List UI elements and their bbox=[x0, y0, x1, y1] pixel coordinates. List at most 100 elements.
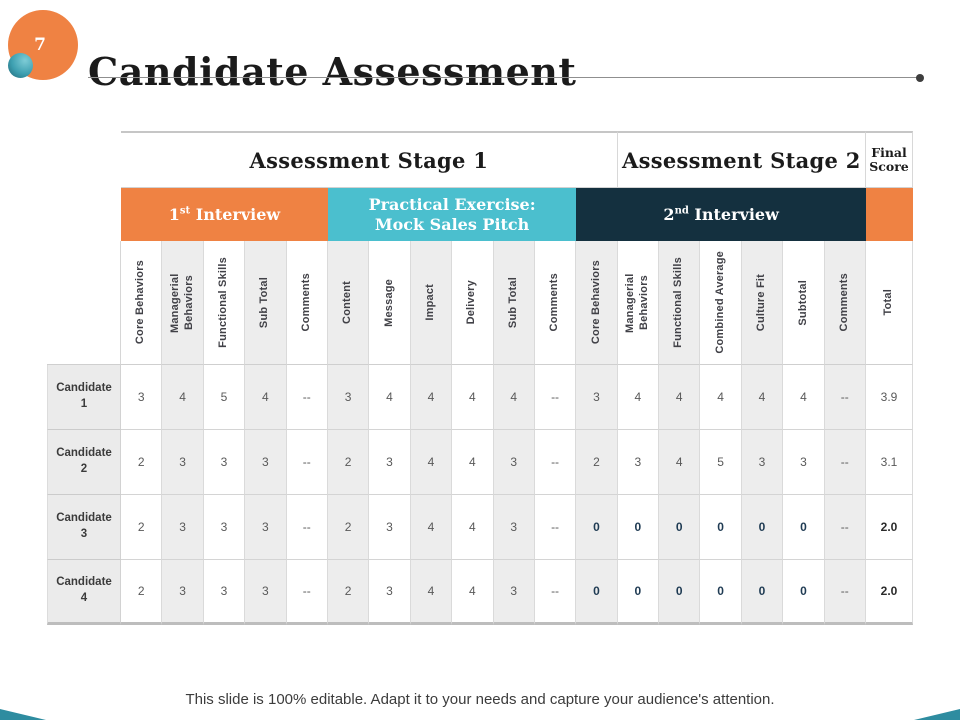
column-header-cell: Functional Skills bbox=[203, 241, 246, 365]
table-cell: 3.1 bbox=[866, 430, 913, 495]
underline-end-dot-icon bbox=[916, 74, 924, 82]
table-cell: 4 bbox=[700, 365, 742, 430]
table-cell: 3 bbox=[576, 365, 618, 430]
candidate-label-text: Candidate 2 bbox=[56, 447, 112, 475]
table-cell: 4 bbox=[369, 365, 411, 430]
column-header-label: Core Behaviors bbox=[589, 260, 602, 345]
table-cell: 3 bbox=[245, 495, 287, 560]
table-cell: 0 bbox=[700, 495, 742, 560]
column-header-cell: Managerial Behaviors bbox=[162, 241, 204, 365]
column-header-cell: Managerial Behaviors bbox=[617, 241, 660, 365]
table-cell: 0 bbox=[700, 560, 742, 625]
stage-header-cell: Final Score bbox=[866, 131, 913, 188]
assessment-table: Assessment Stage 1 Assessment Stage 2 Fina… bbox=[47, 131, 913, 625]
table-cell: 3.9 bbox=[866, 365, 913, 430]
table-cell: -- bbox=[534, 495, 577, 560]
candidate-label-text: Candidate 4 bbox=[56, 576, 112, 604]
column-header-label: Impact bbox=[424, 284, 437, 321]
table-cell: 3 bbox=[203, 430, 246, 495]
table-cell: 3 bbox=[369, 430, 411, 495]
table-cell: -- bbox=[286, 365, 328, 430]
table-cell: 2 bbox=[576, 430, 618, 495]
table-cell: -- bbox=[534, 560, 577, 625]
group-header-band: Practical Exercise: Mock Sales Pitch bbox=[327, 188, 577, 241]
corner-triangle-left-icon bbox=[0, 709, 46, 720]
table-cell: -- bbox=[286, 495, 328, 560]
table-cell: 4 bbox=[452, 365, 494, 430]
candidate-label: Candidate 2 bbox=[47, 430, 121, 495]
table-cell: 0 bbox=[659, 495, 701, 560]
table-cell: 4 bbox=[452, 560, 494, 625]
group-header-label: 1st Interview bbox=[168, 204, 281, 224]
candidate-label: Candidate 1 bbox=[47, 365, 121, 430]
table-cell: 0 bbox=[617, 560, 660, 625]
table-cell: 4 bbox=[410, 495, 453, 560]
table-cell: 0 bbox=[659, 560, 701, 625]
column-header-label: Content bbox=[341, 281, 354, 324]
column-header-label: Core Behaviors bbox=[134, 260, 147, 345]
column-header-cell: Comments bbox=[824, 241, 866, 365]
corner-triangle-right-icon bbox=[914, 709, 960, 720]
group-header-label: Practical Exercise: Mock Sales Pitch bbox=[368, 194, 536, 234]
table-cell: -- bbox=[824, 495, 866, 560]
table-cell: 3 bbox=[245, 430, 287, 495]
table-cell: 0 bbox=[576, 560, 618, 625]
column-header-label: Comments bbox=[837, 273, 850, 332]
column-header-cell: Functional Skills bbox=[659, 241, 701, 365]
column-header-cell: Comments bbox=[534, 241, 577, 365]
table-cell: 5 bbox=[700, 430, 742, 495]
table-cell: 2 bbox=[121, 430, 163, 495]
column-header-cell: Core Behaviors bbox=[576, 241, 618, 365]
table-cell: 2.0 bbox=[866, 495, 913, 560]
column-header-cell: Impact bbox=[410, 241, 453, 365]
table-cell: 0 bbox=[741, 560, 784, 625]
table-cell: 4 bbox=[452, 430, 494, 495]
table-cell: 3 bbox=[203, 560, 246, 625]
page-number: 7 bbox=[34, 35, 46, 55]
column-header-label: Managerial Behaviors bbox=[624, 272, 650, 333]
candidate-label-text: Candidate 3 bbox=[56, 512, 112, 540]
table-cell: -- bbox=[824, 560, 866, 625]
table-cell: 0 bbox=[741, 495, 784, 560]
table-cell: 3 bbox=[493, 430, 535, 495]
table-cell: 4 bbox=[659, 430, 701, 495]
decorative-ball-icon bbox=[8, 53, 33, 78]
table-cell: 3 bbox=[783, 430, 825, 495]
candidate-label: Candidate 4 bbox=[47, 560, 121, 625]
table-cell: 3 bbox=[162, 495, 204, 560]
table-cell: 3 bbox=[203, 495, 246, 560]
column-header-cell: Content bbox=[327, 241, 370, 365]
column-header-label: Message bbox=[382, 278, 395, 327]
table-cell: 2 bbox=[327, 495, 370, 560]
group-header-label: 2nd Interview bbox=[663, 204, 779, 224]
table-cell: 4 bbox=[617, 365, 660, 430]
table-cell: 4 bbox=[162, 365, 204, 430]
column-header-cell: Core Behaviors bbox=[121, 241, 163, 365]
column-header-label: Functional Skills bbox=[672, 257, 685, 348]
table-cell: 4 bbox=[783, 365, 825, 430]
table-cell: 3 bbox=[369, 560, 411, 625]
column-header-cell: Subtotal bbox=[783, 241, 825, 365]
column-header-label: Managerial Behaviors bbox=[168, 272, 195, 333]
table-cell: -- bbox=[824, 365, 866, 430]
column-header-cell: Message bbox=[369, 241, 411, 365]
table-cell: 3 bbox=[617, 430, 660, 495]
table-cell: 3 bbox=[369, 495, 411, 560]
table-cell: 0 bbox=[617, 495, 660, 560]
stage-header-label: Assessment Stage 2 bbox=[622, 147, 861, 173]
table-cell: 4 bbox=[452, 495, 494, 560]
group-header-band: 2nd Interview bbox=[576, 188, 866, 241]
candidate-label: Candidate 3 bbox=[47, 495, 121, 560]
table-cell: 3 bbox=[121, 365, 163, 430]
table-cell: -- bbox=[534, 430, 577, 495]
stage-header-label: Final Score bbox=[869, 144, 909, 174]
column-header-cell: Combined Average bbox=[700, 241, 742, 365]
table-cell: 2 bbox=[327, 430, 370, 495]
column-header-label: Functional Skills bbox=[217, 257, 230, 348]
table-cell: 0 bbox=[783, 560, 825, 625]
table-cell: 0 bbox=[576, 495, 618, 560]
table-cell: 4 bbox=[410, 430, 453, 495]
table-cell: 4 bbox=[493, 365, 535, 430]
column-header-label: Subtotal bbox=[796, 279, 809, 326]
